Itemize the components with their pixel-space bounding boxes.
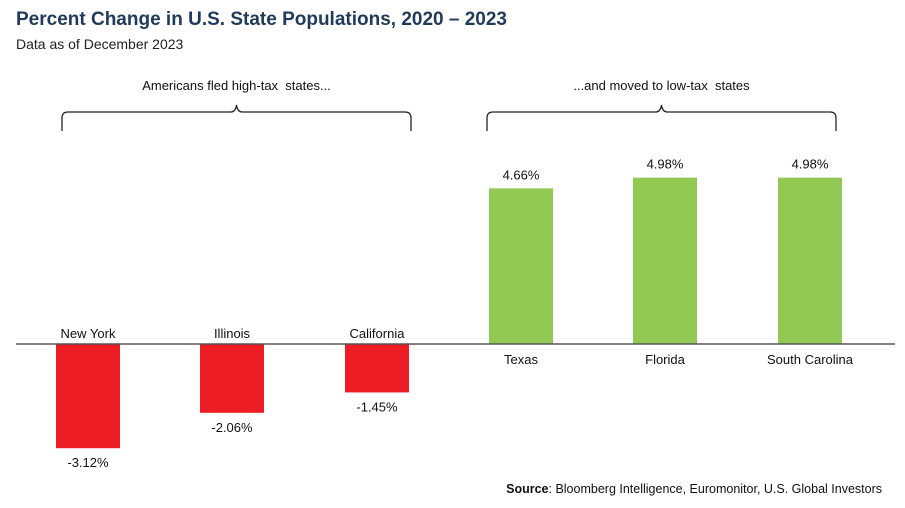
chart-title: Percent Change in U.S. State Populations…: [16, 9, 508, 30]
group-brace-0: [61, 104, 412, 131]
bar-1: [200, 344, 264, 413]
category-label-3: Texas: [504, 352, 538, 367]
source-text: : Bloomberg Intelligence, Euromonitor, U…: [548, 482, 883, 496]
value-label-1: -2.06%: [211, 420, 253, 435]
category-label-2: California: [350, 326, 406, 341]
category-label-0: New York: [61, 326, 116, 341]
value-label-4: 4.98%: [647, 157, 684, 172]
bar-4: [633, 177, 697, 344]
annotation-0: Americans fled high-tax states...: [142, 78, 331, 93]
category-label-5: South Carolina: [767, 352, 854, 367]
category-label-1: Illinois: [214, 326, 251, 341]
category-label-4: Florida: [645, 352, 686, 367]
source-label: Source: [506, 482, 549, 496]
value-label-2: -1.45%: [356, 399, 398, 414]
bar-0: [56, 344, 120, 449]
source-note: Source: Bloomberg Intelligence, Euromoni…: [506, 482, 882, 496]
bar-3: [489, 188, 553, 344]
value-label-5: 4.98%: [792, 157, 829, 172]
chart-subtitle: Data as of December 2023: [16, 36, 184, 52]
bar-5: [778, 177, 842, 344]
value-label-0: -3.12%: [67, 455, 109, 470]
bar-2: [345, 344, 409, 393]
group-brace-1: [486, 104, 837, 131]
value-label-3: 4.66%: [503, 167, 540, 182]
annotation-1: ...and moved to low-tax states: [573, 78, 750, 93]
